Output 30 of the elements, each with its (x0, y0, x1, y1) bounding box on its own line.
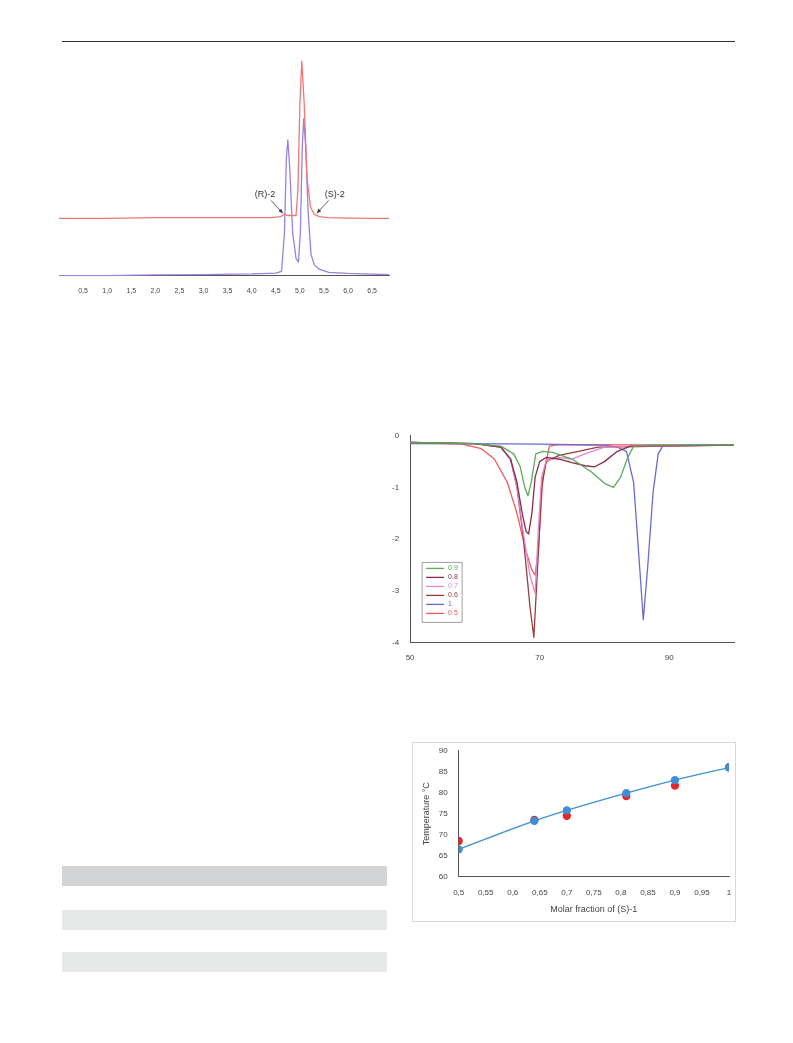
x-tick-label: 0,8 (615, 887, 627, 897)
y-tick-label: 65 (438, 850, 449, 860)
x-tick-label: 70 (535, 653, 545, 663)
y-tick-label: 75 (438, 808, 449, 818)
y-tick-label: 0 (394, 431, 400, 440)
y-axis-title: Temperature °C (420, 781, 431, 846)
y-tick-label: -3 (391, 585, 400, 595)
x-tick-label: 0,5 (453, 887, 465, 897)
y-tick-label: 90 (438, 746, 449, 755)
x-tick-label: 0,75 (586, 887, 603, 897)
annotation: (R)-2 (254, 189, 276, 200)
x-tick-label: 0,55 (477, 887, 495, 897)
y-tick-label: 85 (438, 766, 449, 776)
y-tick-label: -4 (391, 637, 400, 647)
y-tick-label: 60 (438, 871, 449, 881)
y-tick-label: 80 (438, 787, 449, 797)
y-tick-label: -1 (391, 482, 400, 492)
x-tick-label: 0,9 (669, 887, 682, 897)
x-tick-label: 0,6 (507, 887, 519, 897)
y-tick-label: 70 (438, 829, 449, 839)
x-tick-label: 0,7 (561, 887, 573, 897)
x-tick-label: 0,95 (694, 887, 711, 897)
x-tick-label: 90 (664, 653, 675, 663)
x-tick-label: 50 (405, 653, 416, 663)
y-tick-label: -2 (391, 534, 400, 544)
x-tick-label: 0,85 (640, 887, 657, 897)
annotation: (S)-2 (324, 189, 345, 200)
x-axis-title: Molar fraction of (S)-1 (550, 904, 638, 915)
x-tick-label: 0,65 (532, 887, 549, 897)
x-tick-label: 1 (726, 887, 732, 897)
